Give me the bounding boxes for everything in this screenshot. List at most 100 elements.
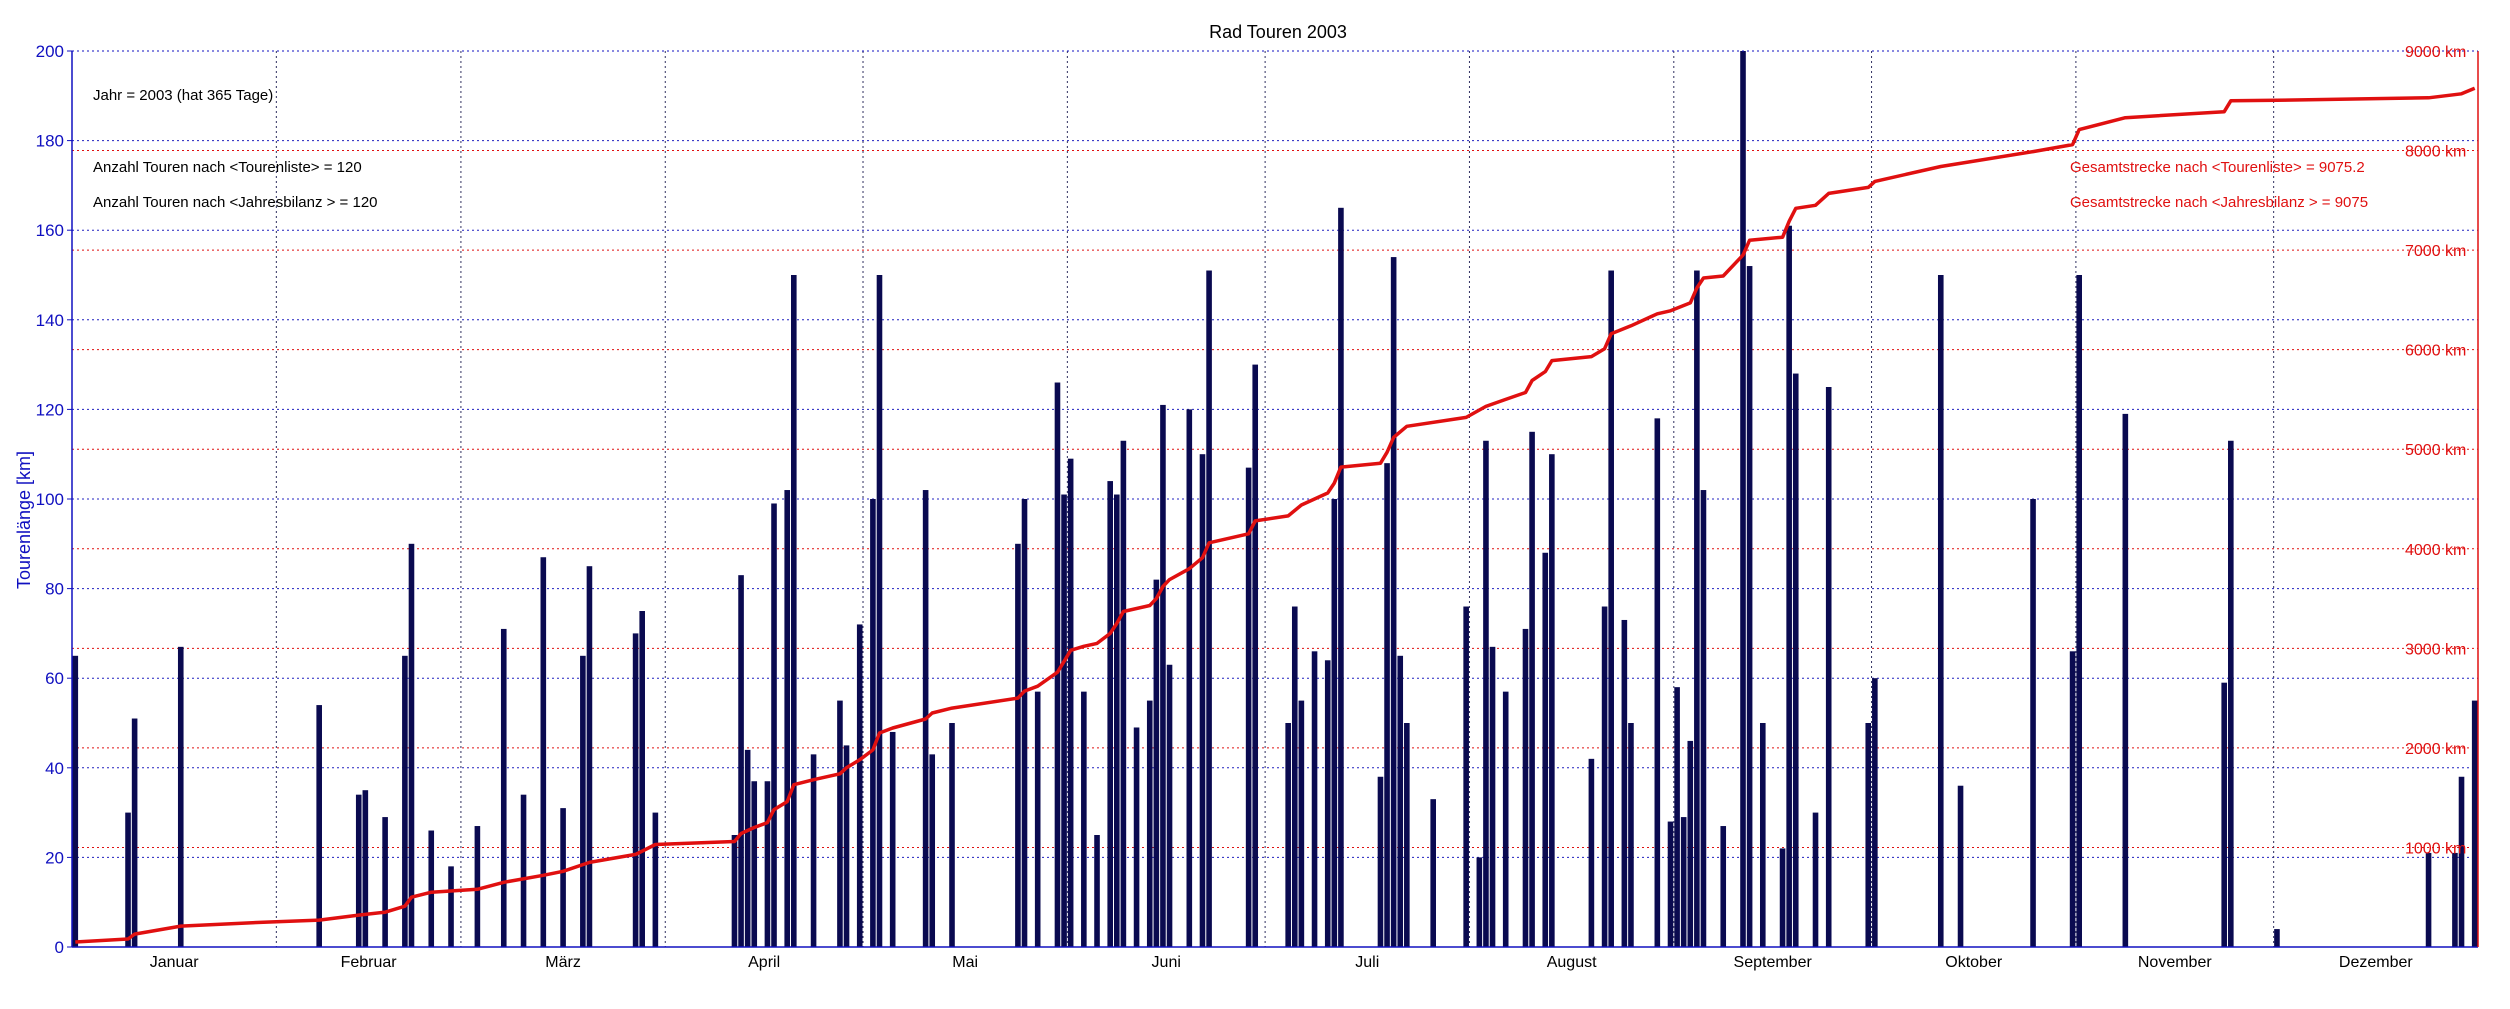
bar	[1021, 499, 1028, 947]
bar	[632, 633, 639, 947]
bar	[1674, 687, 1680, 947]
bar	[586, 566, 593, 947]
bar	[876, 275, 883, 947]
bar	[1331, 499, 1338, 947]
bar	[131, 718, 138, 947]
bar	[949, 723, 955, 947]
bar	[2030, 499, 2036, 947]
bar	[474, 826, 481, 947]
annotations-left: Jahr = 2003 (hat 365 Tage) Anzahl Touren…	[93, 87, 378, 211]
y-tick-label: 20	[45, 848, 64, 867]
y2-tick-label: 3000 km	[2405, 641, 2466, 658]
bar	[1608, 270, 1614, 947]
bar	[2228, 440, 2234, 947]
bar	[2069, 651, 2076, 947]
y2-tick-label: 2000 km	[2405, 741, 2466, 758]
bar	[1199, 454, 1206, 947]
y2-tick-label: 9000 km	[2405, 44, 2466, 61]
bar	[1937, 275, 1944, 947]
bar	[1430, 799, 1436, 947]
bar	[771, 503, 777, 947]
month-label: Juni	[1152, 954, 1181, 971]
bar	[1549, 454, 1555, 947]
bar	[1285, 723, 1291, 947]
bar	[1759, 723, 1766, 947]
x-tick-labels: Januar Februar März April Mai Juni Juli August S…	[150, 954, 2414, 971]
month-label: Dezember	[2339, 954, 2413, 971]
month-label: August	[1547, 954, 1597, 971]
bar	[1687, 740, 1694, 947]
y-tick-label: 140	[36, 311, 64, 330]
bar	[177, 646, 184, 947]
y-tick-label: 100	[36, 490, 64, 509]
bar	[1153, 579, 1160, 947]
bar	[929, 754, 936, 947]
bar	[744, 749, 751, 947]
y-axis-label: Tourenlänge [km]	[14, 451, 34, 589]
bar	[791, 275, 797, 947]
bar	[2458, 776, 2465, 947]
bar	[1476, 857, 1483, 947]
bar	[1094, 835, 1100, 947]
bar	[560, 808, 566, 947]
y2-tick-label: 5000 km	[2405, 442, 2466, 459]
y-tick-label: 160	[36, 221, 64, 240]
bar-series	[72, 51, 2478, 948]
y2-tick-label: 8000 km	[2405, 144, 2466, 161]
y2-tick-labels: 1000 km 2000 km 3000 km 4000 km 5000 km 6000 …	[2405, 44, 2466, 857]
bar	[2471, 700, 2478, 947]
bar	[1529, 431, 1535, 947]
bar	[1700, 490, 1707, 947]
bar	[355, 794, 362, 947]
y-tick-label: 200	[36, 42, 64, 61]
bar	[1061, 494, 1067, 947]
bar	[540, 557, 547, 947]
bar	[580, 655, 586, 947]
bar	[1872, 678, 1878, 947]
annotation-total-list: Gesamtstrecke nach <Tourenliste> = 9075.…	[2070, 159, 2365, 176]
bar	[1114, 494, 1120, 947]
bar	[1166, 664, 1173, 947]
bar	[1489, 646, 1496, 947]
bar	[1133, 727, 1140, 947]
cumulative-line	[75, 86, 2476, 944]
bar	[1740, 51, 1746, 947]
bar	[2452, 852, 2458, 947]
bar	[1311, 651, 1318, 947]
bar	[382, 817, 388, 947]
bar	[1957, 785, 1964, 947]
bar	[1522, 628, 1529, 947]
annotation-year: Jahr = 2003 (hat 365 Tage)	[93, 87, 273, 104]
bar	[1384, 463, 1390, 947]
bar	[1502, 691, 1509, 947]
bar	[1338, 207, 1344, 948]
chart-title: Rad Touren 2003	[1209, 22, 1347, 42]
annotations-right: Gesamtstrecke nach <Tourenliste> = 9075.…	[2070, 159, 2368, 211]
bar	[1146, 700, 1153, 947]
bar	[1825, 387, 1832, 947]
bar	[810, 754, 817, 947]
bar	[652, 812, 659, 947]
bar	[1865, 723, 1872, 947]
y-tick-labels: 0 20 40 60 80 100 120 140 160 180 200	[36, 42, 72, 957]
bar	[843, 745, 850, 947]
bar	[1160, 404, 1166, 947]
bar	[1324, 660, 1331, 947]
bar	[2122, 413, 2129, 947]
bar	[72, 655, 79, 947]
bar	[1542, 552, 1549, 947]
month-label: März	[545, 954, 581, 971]
bar	[738, 575, 744, 947]
y2-tick-label: 4000 km	[2405, 542, 2466, 559]
y2-tick-label: 7000 km	[2405, 243, 2466, 260]
bar	[1298, 700, 1305, 947]
bar	[520, 794, 527, 947]
bar	[1621, 619, 1628, 947]
bar	[1680, 817, 1687, 947]
bar	[1390, 257, 1397, 948]
bar	[1463, 606, 1469, 947]
bar	[1812, 812, 1819, 947]
bar	[889, 731, 896, 947]
month-label: Mai	[952, 954, 978, 971]
bar	[784, 490, 791, 947]
